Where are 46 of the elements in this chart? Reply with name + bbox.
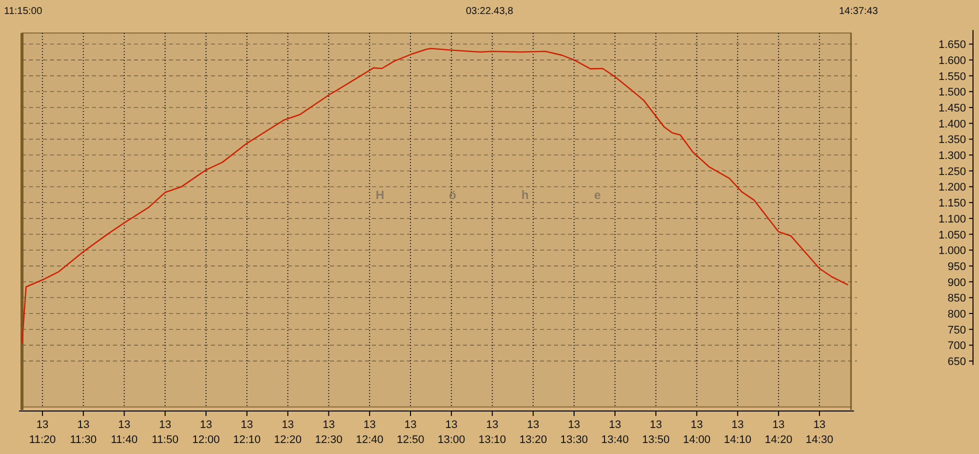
y-tick-label: 1.100 <box>938 213 966 226</box>
y-tick-label: 650 <box>948 356 966 368</box>
text: 03:22.43,8 <box>466 6 514 17</box>
x-tick-label: 13 11:30 <box>70 419 97 446</box>
x-tick-label: 13 14:30 <box>806 419 834 446</box>
x-tick-label: 13 13:50 <box>642 419 670 446</box>
y-tick-label: 1.650 <box>938 39 966 52</box>
y-tick-label: 700 <box>948 340 966 352</box>
x-tick-label: 13 12:40 <box>356 419 384 446</box>
y-tick-label: 1.400 <box>938 118 966 130</box>
x-tick-label: 13 14:10 <box>724 419 752 446</box>
x-tick-label: 13 11:20 <box>29 419 56 446</box>
y-tick-label: 1.050 <box>938 229 966 242</box>
text: H ö h e <box>376 188 601 202</box>
y-tick-label: 1.600 <box>938 54 966 67</box>
y-tick-label: 1.350 <box>938 134 966 146</box>
y-tick-label: 1.500 <box>938 86 966 99</box>
x-tick-label: 13 12:20 <box>274 419 302 446</box>
y-tick-label: 1.000 <box>938 245 966 258</box>
x-tick-label: 13 14:00 <box>682 419 711 446</box>
x-tick-label: 13 14:20 <box>764 419 792 446</box>
y-tick-label: 1.300 <box>938 150 966 162</box>
y-tick-label: 900 <box>948 276 966 289</box>
text: 11:15:00 <box>4 6 43 17</box>
y-tick-label: 800 <box>948 308 966 320</box>
x-tick-label: 13 13:30 <box>560 419 588 446</box>
x-tick-label: 13 13:10 <box>478 419 506 446</box>
x-tick-label: 13 11:50 <box>152 419 178 446</box>
y-tick-label: 1.550 <box>938 70 966 83</box>
x-tick-label: 13 13:40 <box>601 419 629 446</box>
y-tick-label: 1.450 <box>938 102 966 114</box>
x-tick-label: 13 11:40 <box>110 419 138 446</box>
line-series <box>21 48 849 344</box>
x-tick-label: 13 13:20 <box>519 419 547 446</box>
x-tick-label: 13 12:50 <box>396 419 424 446</box>
text: 14:37:43 <box>839 6 878 17</box>
y-tick-label: 950 <box>948 260 966 273</box>
y-tick-label: 750 <box>948 324 966 336</box>
y-tick-label: 850 <box>948 292 966 305</box>
x-tick-label: 13 13:00 <box>438 419 466 446</box>
y-tick-label: 1.200 <box>938 182 966 194</box>
y-tick-label: 1.150 <box>938 198 966 210</box>
y-tick-label: 1.250 <box>938 166 966 178</box>
x-tick-label: 13 12:10 <box>233 419 261 446</box>
x-tick-label: 13 12:30 <box>314 419 342 446</box>
x-tick-label: 13 12:00 <box>192 419 220 446</box>
